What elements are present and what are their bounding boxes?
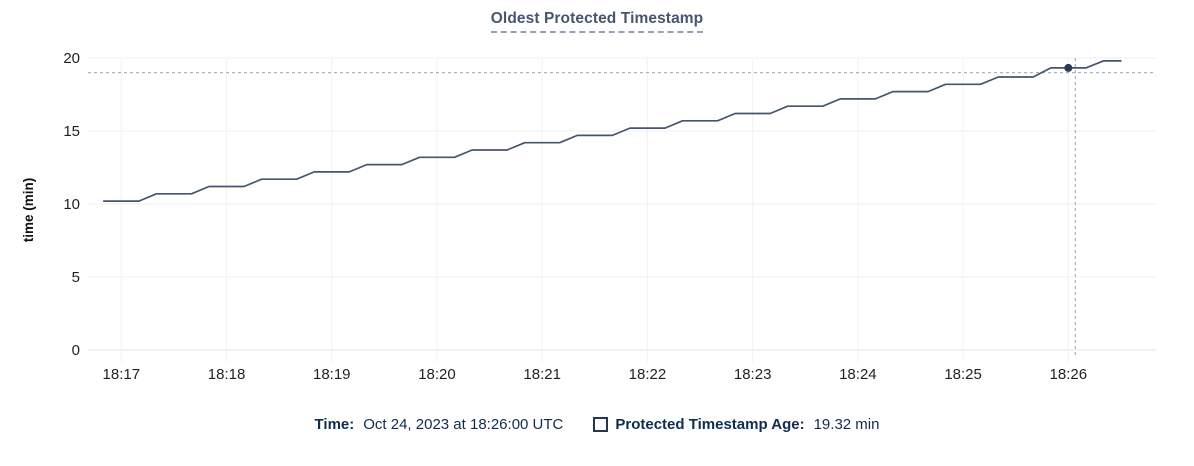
x-tick-label: 18:19 [313, 366, 351, 383]
highlighted-point[interactable] [1064, 63, 1073, 72]
time-value: Oct 24, 2023 at 18:26:00 UTC [363, 416, 564, 433]
x-tick-label: 18:25 [944, 366, 982, 383]
y-tick-label: 20 [63, 50, 80, 67]
age-label: Protected Timestamp Age: [615, 416, 805, 433]
y-tick-label: 5 [72, 269, 80, 286]
chart-title[interactable]: Oldest Protected Timestamp [490, 10, 704, 33]
x-tick-label: 18:26 [1050, 366, 1088, 383]
hover-readout-legend: Time: Oct 24, 2023 at 18:26:00 UTC Prote… [0, 416, 1194, 433]
x-tick-label: 18:18 [208, 366, 246, 383]
x-tick-label: 18:17 [103, 366, 141, 383]
x-tick-label: 18:20 [418, 366, 456, 383]
x-tick-label: 18:23 [734, 366, 772, 383]
x-tick-label: 18:22 [629, 366, 667, 383]
time-label: Time: [314, 416, 355, 433]
y-tick-label: 10 [63, 196, 80, 213]
y-axis-title: time (min) [21, 178, 36, 243]
timeseries-chart[interactable]: 0 5 10 15 20 18:17 18:18 18:19 18:20 18:21 18:22 18… [0, 0, 1194, 410]
x-tick-label: 18:24 [839, 366, 877, 383]
series-line [102, 60, 1122, 202]
legend-item-protected-timestamp-age[interactable]: Protected Timestamp Age: 19.32 min [593, 416, 879, 433]
legend-square-swatch-icon[interactable] [593, 417, 609, 432]
x-tick-label: 18:21 [523, 366, 561, 383]
age-value: 19.32 min [813, 416, 880, 433]
chart-title-row: Oldest Protected Timestamp [0, 10, 1194, 33]
hover-time-group: Time: Oct 24, 2023 at 18:26:00 UTC [315, 416, 564, 433]
y-tick-label: 15 [63, 123, 80, 140]
y-tick-label: 0 [72, 342, 80, 359]
